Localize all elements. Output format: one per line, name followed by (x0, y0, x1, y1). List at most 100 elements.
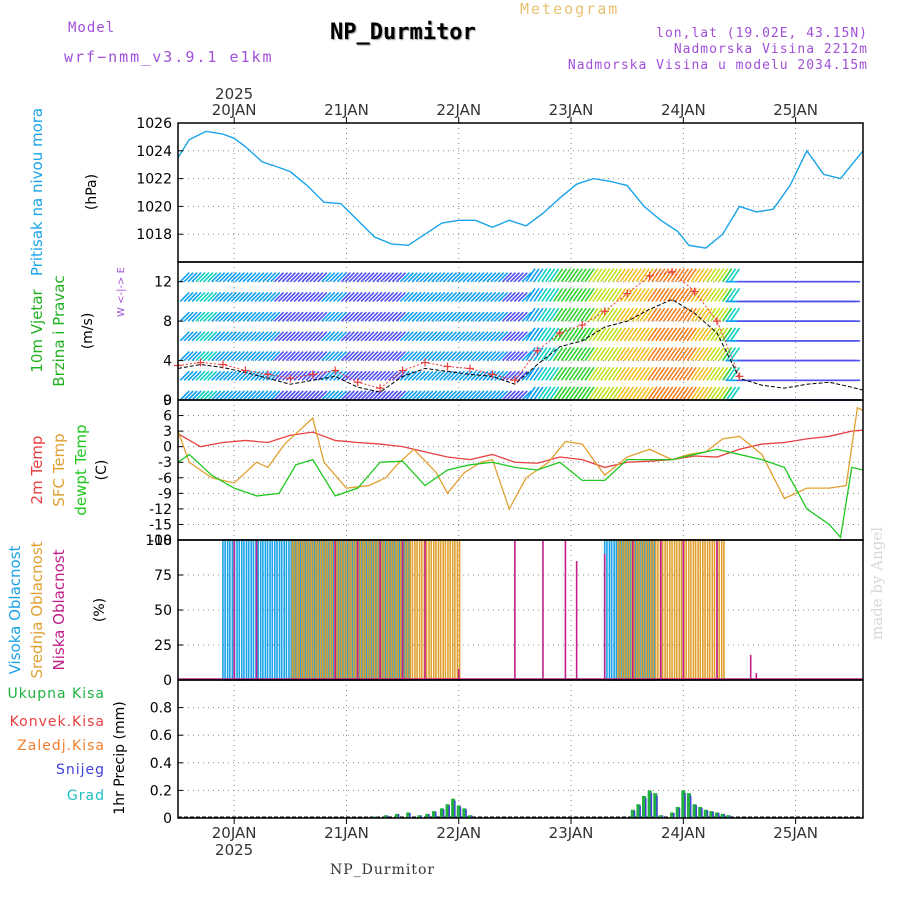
wind-barb (729, 366, 741, 381)
wind-barb (242, 351, 253, 362)
wind-barb (317, 311, 328, 322)
wind-barb (356, 291, 367, 302)
wind-barb (564, 327, 576, 342)
y-tick-label: 3 (163, 424, 172, 440)
wind-barb (721, 307, 733, 322)
wind-barb (329, 291, 340, 302)
precip-snow-bar (661, 815, 664, 818)
precip-snow-bar (712, 811, 714, 818)
wind-barb (384, 351, 395, 362)
wind-barb (686, 327, 697, 342)
wind-barb (344, 331, 355, 342)
wind-barb (486, 351, 497, 362)
wind-barb (549, 347, 560, 362)
wind-barb (179, 272, 190, 283)
wind-barb (317, 331, 328, 342)
wind-barb (600, 327, 611, 342)
wind-barb (600, 386, 611, 401)
wind-barb (238, 272, 249, 283)
wind-barb (281, 370, 293, 381)
wind-barb (670, 386, 682, 401)
wind-barb (458, 370, 469, 381)
wind-barb (721, 386, 733, 401)
wind-barb (230, 331, 241, 342)
wind-barb (179, 331, 190, 342)
wind-barb (643, 386, 654, 401)
wind-barb (725, 307, 737, 322)
wind-barb (431, 311, 442, 322)
wind-barb (674, 268, 686, 283)
wind-barb (387, 311, 399, 322)
wind-barb (663, 347, 674, 362)
wind-barb (274, 311, 285, 322)
wind-barb (391, 331, 403, 342)
wind-gust-line (177, 271, 740, 389)
wind-barb (666, 307, 678, 322)
wind-barb (659, 307, 670, 322)
wind-barb (521, 311, 532, 322)
wind-barb (513, 272, 524, 283)
wind-barb (588, 307, 599, 322)
wind-barb (344, 291, 355, 302)
wind-barb (549, 307, 560, 322)
wind-barb (729, 268, 741, 283)
wind-barb (486, 272, 497, 283)
wind-barb (454, 291, 465, 302)
wind-barb (215, 370, 226, 381)
wind-barb (604, 386, 615, 401)
wind-barb (305, 291, 316, 302)
wind-barb (415, 291, 426, 302)
wind-barb (592, 327, 603, 342)
wind-barb (517, 331, 528, 342)
wind-barb (686, 366, 697, 381)
wind-barb (215, 331, 226, 342)
wind-barb (384, 370, 395, 381)
wind-barb (549, 386, 560, 401)
wind-barb (458, 351, 469, 362)
wind-barb (686, 347, 697, 362)
year-top-label: 2025 (215, 85, 253, 103)
wind-barb (332, 331, 344, 342)
wind-barb (619, 307, 631, 322)
wind-barb (580, 287, 591, 302)
wind-barb (521, 291, 532, 302)
wind-barb (623, 327, 635, 342)
high-cloud-axis-label: Visoka Oblacnost (6, 545, 24, 674)
wind-barb (556, 287, 568, 302)
wind-barb (395, 390, 406, 401)
precip-snow-bar (435, 811, 437, 818)
wind-barb (352, 311, 363, 322)
wind-gust-marker (421, 358, 430, 367)
wind-barb (313, 390, 324, 401)
wind-barb (710, 307, 721, 322)
wind-barb (706, 268, 717, 283)
wind-barb (666, 366, 678, 381)
wind-barb (702, 366, 713, 381)
wind-barb (270, 370, 281, 381)
wind-barb (372, 370, 383, 381)
wind-barb (443, 291, 454, 302)
wind-barb (678, 287, 690, 302)
wind-barb (596, 268, 607, 283)
mid-cloud-bar (683, 539, 687, 681)
wind-barb (635, 307, 646, 322)
precip-snow-bar (448, 805, 451, 818)
wind-barb (336, 311, 348, 322)
precip-snow-bar (706, 810, 709, 818)
wind-barb (301, 390, 312, 401)
wind-barb (482, 272, 493, 283)
wind-barb (462, 370, 473, 381)
wind-barb (659, 327, 670, 342)
wind-barb (211, 370, 222, 381)
sfc-axis-label: SFC Temp (50, 433, 68, 506)
wind-barb (721, 268, 733, 283)
wind-barb (576, 327, 587, 342)
wind-barb (537, 327, 548, 342)
wind-barb (682, 268, 693, 283)
wind-barb (348, 390, 359, 401)
wind-barb (376, 291, 387, 302)
wind-barb (195, 311, 206, 322)
wind-barb (399, 272, 410, 283)
wind-barb (403, 311, 414, 322)
wind-barb (458, 331, 469, 342)
